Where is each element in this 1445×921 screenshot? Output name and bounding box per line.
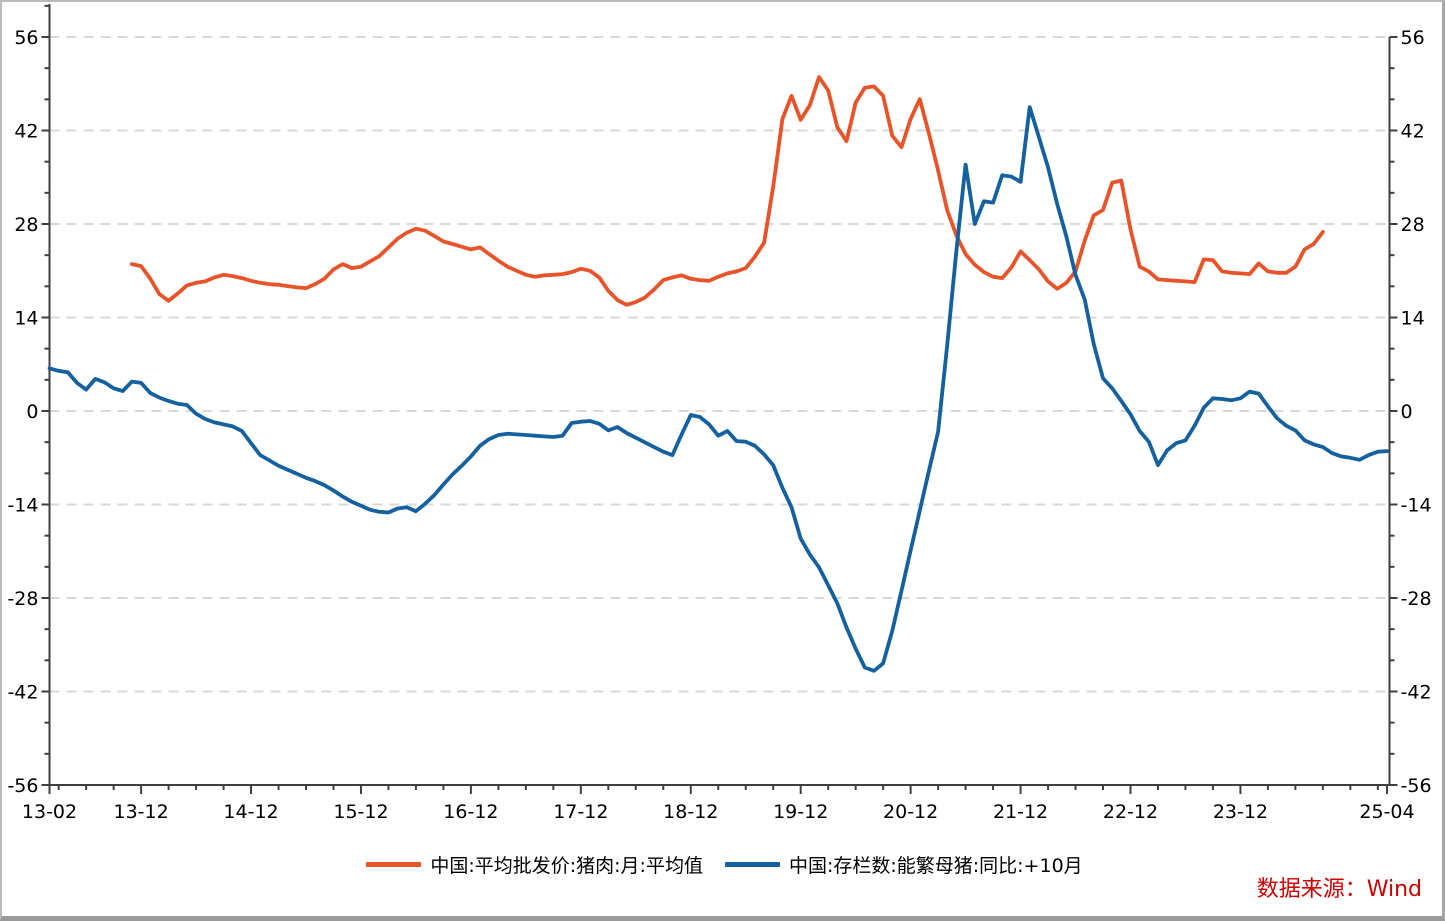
y-tick-label-left: -56 bbox=[7, 775, 38, 797]
y-tick-label-left: -28 bbox=[7, 588, 38, 610]
y-tick-label-left: -42 bbox=[7, 682, 38, 704]
x-tick-label: 18-12 bbox=[663, 801, 718, 823]
x-tick-label: 13-12 bbox=[114, 801, 169, 823]
x-tick-label: 20-12 bbox=[883, 801, 938, 823]
data-source-note: 数据来源：Wind bbox=[1256, 877, 1422, 902]
x-tick-label: 14-12 bbox=[223, 801, 278, 823]
y-tick-label-left: 56 bbox=[14, 27, 38, 49]
y-tick-label-left: 14 bbox=[14, 308, 38, 330]
x-tick-label: 16-12 bbox=[443, 801, 498, 823]
y-tick-label-right: 0 bbox=[1401, 401, 1413, 423]
y-tick-label-right: -56 bbox=[1401, 775, 1432, 797]
sow-inventory-line bbox=[47, 105, 1389, 673]
x-tick-label: 13-02 bbox=[22, 801, 77, 823]
y-tick-label-right: 14 bbox=[1401, 308, 1425, 330]
y-tick-label-right: -42 bbox=[1401, 682, 1432, 704]
y-tick-label-right: -28 bbox=[1401, 588, 1432, 610]
y-tick-label-left: 0 bbox=[26, 401, 38, 423]
y-tick-label-right: 42 bbox=[1401, 121, 1425, 143]
y-tick-label-right: 28 bbox=[1401, 214, 1425, 236]
x-tick-label: 21-12 bbox=[993, 801, 1048, 823]
y-tick-label-left: -14 bbox=[7, 495, 38, 517]
x-tick-label: 23-12 bbox=[1213, 801, 1268, 823]
pork-price-line bbox=[129, 75, 1325, 307]
y-tick-label-right: -14 bbox=[1401, 495, 1432, 517]
y-tick-label-right: 56 bbox=[1401, 27, 1425, 49]
x-tick-label: 17-12 bbox=[553, 801, 608, 823]
x-tick-label: 19-12 bbox=[773, 801, 828, 823]
x-tick-label: 25-04 bbox=[1359, 801, 1414, 823]
y-tick-label-left: 28 bbox=[14, 214, 38, 236]
y-tick-label-left: 42 bbox=[14, 121, 38, 143]
x-tick-label: 22-12 bbox=[1103, 801, 1158, 823]
x-tick-label: 15-12 bbox=[333, 801, 388, 823]
